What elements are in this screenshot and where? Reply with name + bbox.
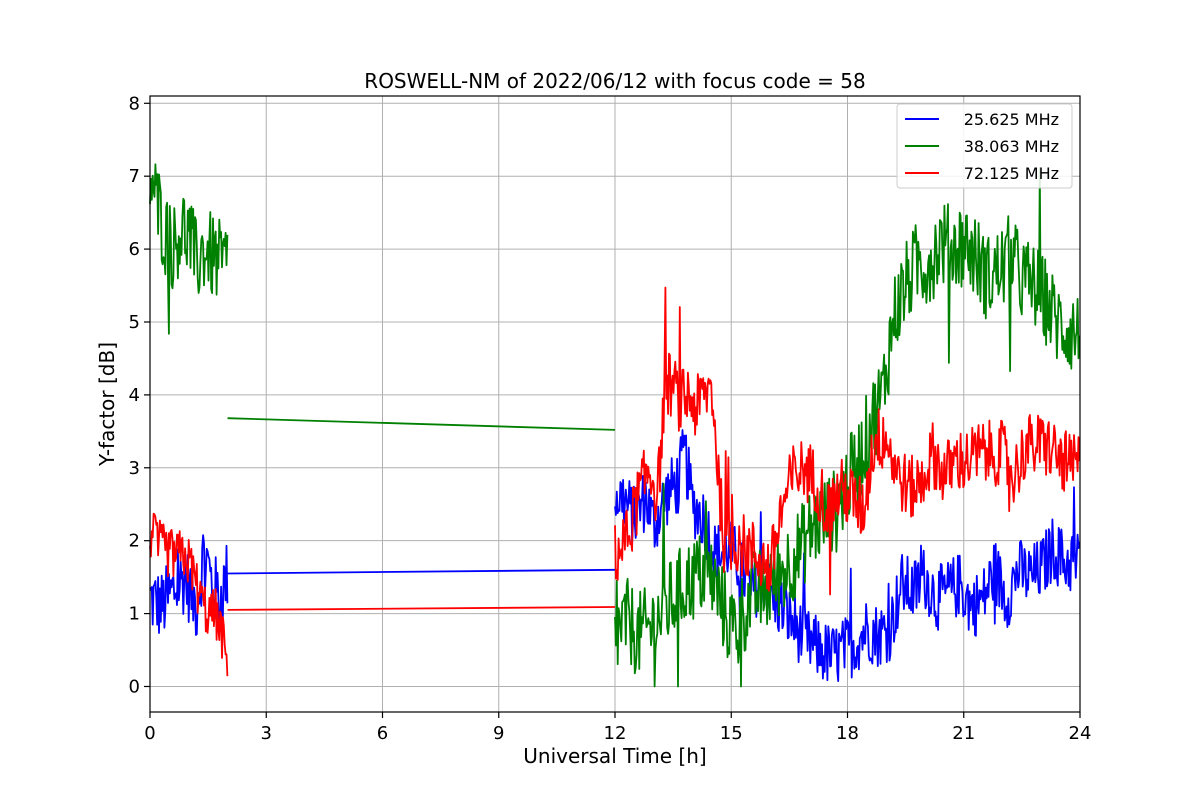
x-tick-label: 21 bbox=[952, 723, 975, 744]
x-axis-label: Universal Time [h] bbox=[523, 744, 706, 768]
y-tick-label: 8 bbox=[129, 93, 140, 114]
legend-label: 38.063 MHz bbox=[964, 137, 1059, 156]
series-72-125-mhz bbox=[149, 286, 1081, 677]
x-tick-label: 24 bbox=[1069, 723, 1092, 744]
y-axis-label: Y-factor [dB] bbox=[95, 342, 119, 467]
series-line bbox=[149, 512, 229, 677]
legend-box bbox=[896, 103, 1073, 189]
series-line bbox=[149, 163, 229, 335]
x-tick-label: 6 bbox=[377, 723, 388, 744]
legend-label: 25.625 MHz bbox=[964, 110, 1059, 129]
x-tick-label: 15 bbox=[720, 723, 743, 744]
legend: 25.625 MHz 38.063 MHz 72.125 MHz bbox=[896, 103, 1073, 189]
y-tick-label: 7 bbox=[129, 166, 140, 187]
y-tick-label: 5 bbox=[129, 312, 140, 333]
x-tick-label: 18 bbox=[836, 723, 859, 744]
y-tick-label: 1 bbox=[129, 604, 140, 625]
series-line bbox=[614, 429, 1081, 682]
x-tick-label: 9 bbox=[493, 723, 504, 744]
series-line bbox=[614, 286, 1081, 596]
series-line bbox=[227, 417, 616, 431]
chart-title: ROSWELL-NM of 2022/06/12 with focus code… bbox=[364, 69, 865, 93]
x-tick-label: 12 bbox=[604, 723, 627, 744]
y-tick-label: 4 bbox=[129, 385, 140, 406]
x-tick-label: 3 bbox=[261, 723, 272, 744]
y-tick-label: 6 bbox=[129, 239, 140, 260]
grid-lines bbox=[149, 96, 1081, 712]
series-line bbox=[227, 606, 616, 611]
y-tick-label: 0 bbox=[129, 676, 140, 697]
y-tick-label: 3 bbox=[129, 458, 140, 479]
series-line bbox=[227, 568, 616, 575]
y-tick-label: 2 bbox=[129, 531, 140, 552]
series-layer bbox=[149, 163, 1081, 688]
legend-label: 72.125 MHz bbox=[964, 164, 1059, 183]
x-tick-label: 0 bbox=[144, 723, 155, 744]
